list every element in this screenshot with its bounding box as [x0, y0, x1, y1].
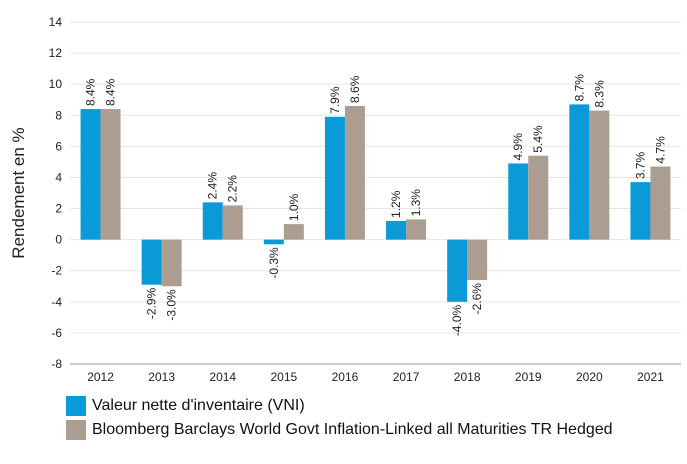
y-tick-label: 10: [49, 77, 63, 91]
bar: [467, 239, 488, 281]
x-tick-label: 2019: [515, 370, 542, 384]
x-tick-label: 2018: [454, 370, 481, 384]
legend-swatch: [66, 420, 86, 440]
x-tick-label: 2020: [576, 370, 603, 384]
x-tick-label: 2015: [270, 370, 297, 384]
bar: [344, 105, 365, 240]
y-axis-label: Rendement en %: [9, 127, 28, 258]
data-label: 1.2%: [389, 190, 403, 218]
bar: [589, 110, 610, 240]
legend-label: Valeur nette d'inventaire (VNI): [92, 397, 305, 414]
data-label: 1.3%: [409, 189, 423, 217]
data-label: -3.0%: [165, 289, 179, 321]
bar: [447, 239, 468, 302]
bar: [406, 219, 427, 240]
bar: [161, 239, 182, 287]
x-tick-label: 2021: [637, 370, 664, 384]
bar: [386, 220, 407, 240]
data-label: -0.3%: [267, 247, 281, 279]
y-tick-label: -8: [51, 357, 62, 371]
x-tick-label: 2016: [332, 370, 359, 384]
legend-item: Valeur nette d'inventaire (VNI): [66, 396, 686, 416]
data-label: 8.6%: [348, 75, 362, 103]
x-tick-label: 2014: [209, 370, 236, 384]
data-label: -2.9%: [145, 287, 159, 319]
data-label: 2.4%: [206, 172, 220, 200]
y-tick-label: -6: [51, 326, 62, 340]
y-tick-label: -4: [51, 295, 62, 309]
data-label: 8.3%: [592, 80, 606, 108]
y-tick-label: 2: [55, 202, 62, 216]
y-tick-label: 6: [55, 139, 62, 153]
bar: [100, 109, 121, 240]
y-tick-label: 14: [49, 15, 63, 29]
bar: [283, 224, 304, 240]
bar: [630, 182, 651, 240]
y-tick-label: -2: [51, 264, 62, 278]
legend-label: Bloomberg Barclays World Govt Inflation-…: [92, 421, 613, 438]
bar: [650, 166, 671, 240]
chart: Rendement en % -8 -6 -4 -2 0 2 4 6 8 10 12 14 2012 8.…: [9, 15, 681, 384]
bar: [141, 239, 162, 285]
y-tick-label: 0: [55, 233, 62, 247]
bar: [508, 163, 529, 240]
data-label: 8.4%: [84, 78, 98, 106]
data-label: 7.9%: [328, 86, 342, 114]
data-label: -4.0%: [450, 304, 464, 336]
data-label: 8.4%: [104, 78, 118, 106]
data-label: 4.7%: [653, 136, 667, 164]
bar: [528, 155, 549, 240]
data-label: 2.2%: [226, 175, 240, 203]
bar: [202, 202, 223, 240]
x-tick-label: 2017: [393, 370, 420, 384]
bar: [80, 109, 101, 240]
data-label: 1.0%: [287, 193, 301, 221]
data-label: 5.4%: [531, 125, 545, 153]
bar: [222, 205, 243, 240]
bar: [569, 104, 590, 240]
bar: [324, 116, 345, 240]
y-tick-label: 8: [55, 108, 62, 122]
y-tick-label: 4: [55, 170, 62, 184]
data-label: -2.6%: [470, 283, 484, 315]
data-label: 3.7%: [633, 151, 647, 179]
legend-swatch: [66, 396, 86, 416]
y-tick-label: 12: [49, 46, 63, 60]
data-label: 8.7%: [572, 74, 586, 102]
data-label: 4.9%: [511, 133, 525, 161]
x-tick-label: 2012: [87, 370, 114, 384]
x-tick-label: 2013: [148, 370, 175, 384]
bar: [263, 239, 284, 245]
legend-item: Bloomberg Barclays World Govt Inflation-…: [66, 420, 686, 440]
